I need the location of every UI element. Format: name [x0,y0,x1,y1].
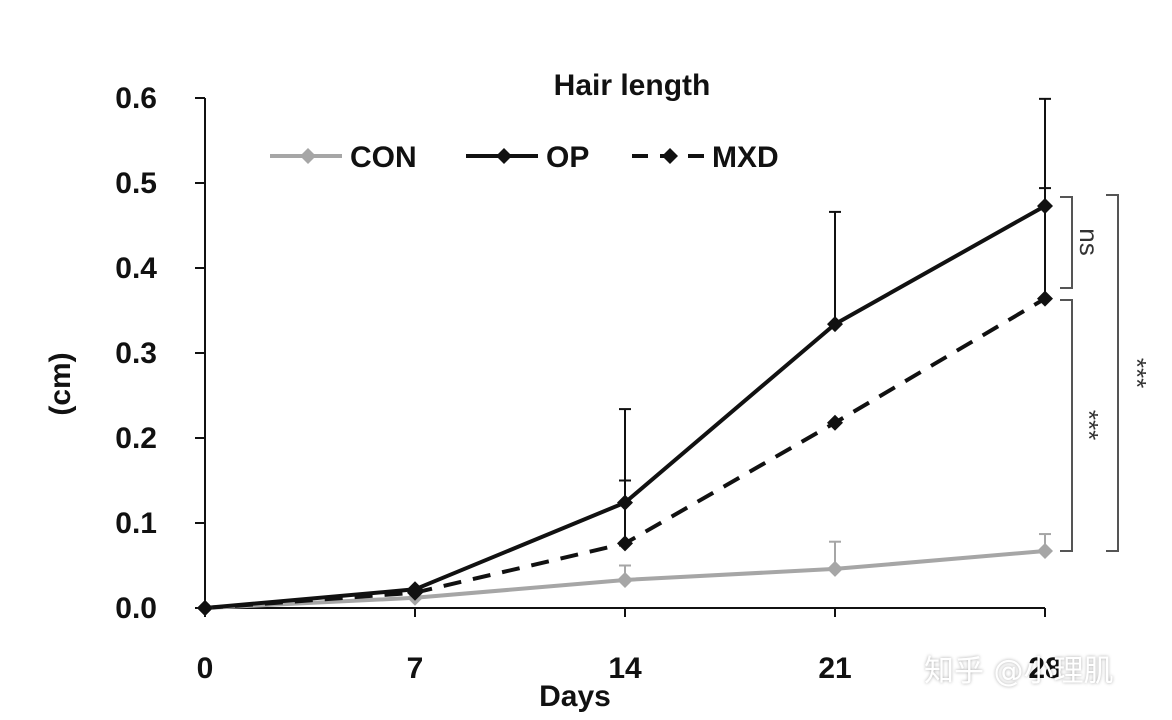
y-axis-label: (cm) [44,352,77,415]
data-point-mxd [827,414,843,431]
legend-label-mxd: MXD [712,141,779,174]
data-point-op [617,494,633,511]
y-tick-label: 0.3 [115,337,157,370]
legend-label-con: CON [350,141,417,174]
legend-label-op: OP [546,141,589,174]
data-point-con [617,571,633,588]
x-tick-label: 14 [608,652,642,685]
legend-marker-mxd [662,148,678,164]
x-tick-label: 21 [818,652,851,685]
bracket-mxd-con [1060,299,1073,552]
sig-label-op-con: *** [1122,358,1152,388]
y-tick-label: 0.6 [115,82,157,115]
sig-label-mxd-con: *** [1074,410,1104,440]
x-tick-label: 28 [1028,652,1061,685]
data-point-mxd [407,584,423,601]
data-point-op [1037,197,1053,214]
data-point-con [1037,543,1053,560]
y-tick-label: 0.2 [115,422,157,455]
data-point-op [827,316,843,333]
x-tick-label: 0 [197,652,214,685]
bracket-op-con [1106,194,1119,552]
data-point-mxd [197,600,213,616]
x-axis-label: Days [539,680,611,713]
legend-marker-op [496,148,512,164]
bracket-ns [1060,196,1073,289]
data-point-mxd [1037,290,1053,307]
y-tick-label: 0.5 [115,167,157,200]
sig-label-ns: ns [1074,228,1104,255]
y-tick-label: 0.0 [115,592,157,625]
watermark-text: 知乎 @小理肌 [924,654,1114,689]
y-tick-label: 0.4 [115,252,157,285]
x-tick-label: 7 [407,652,424,685]
chart-title: Hair length [554,69,711,102]
y-tick-label: 0.1 [115,507,157,540]
legend-marker-con [300,148,316,164]
data-point-con [827,560,843,577]
data-point-mxd [617,535,633,552]
